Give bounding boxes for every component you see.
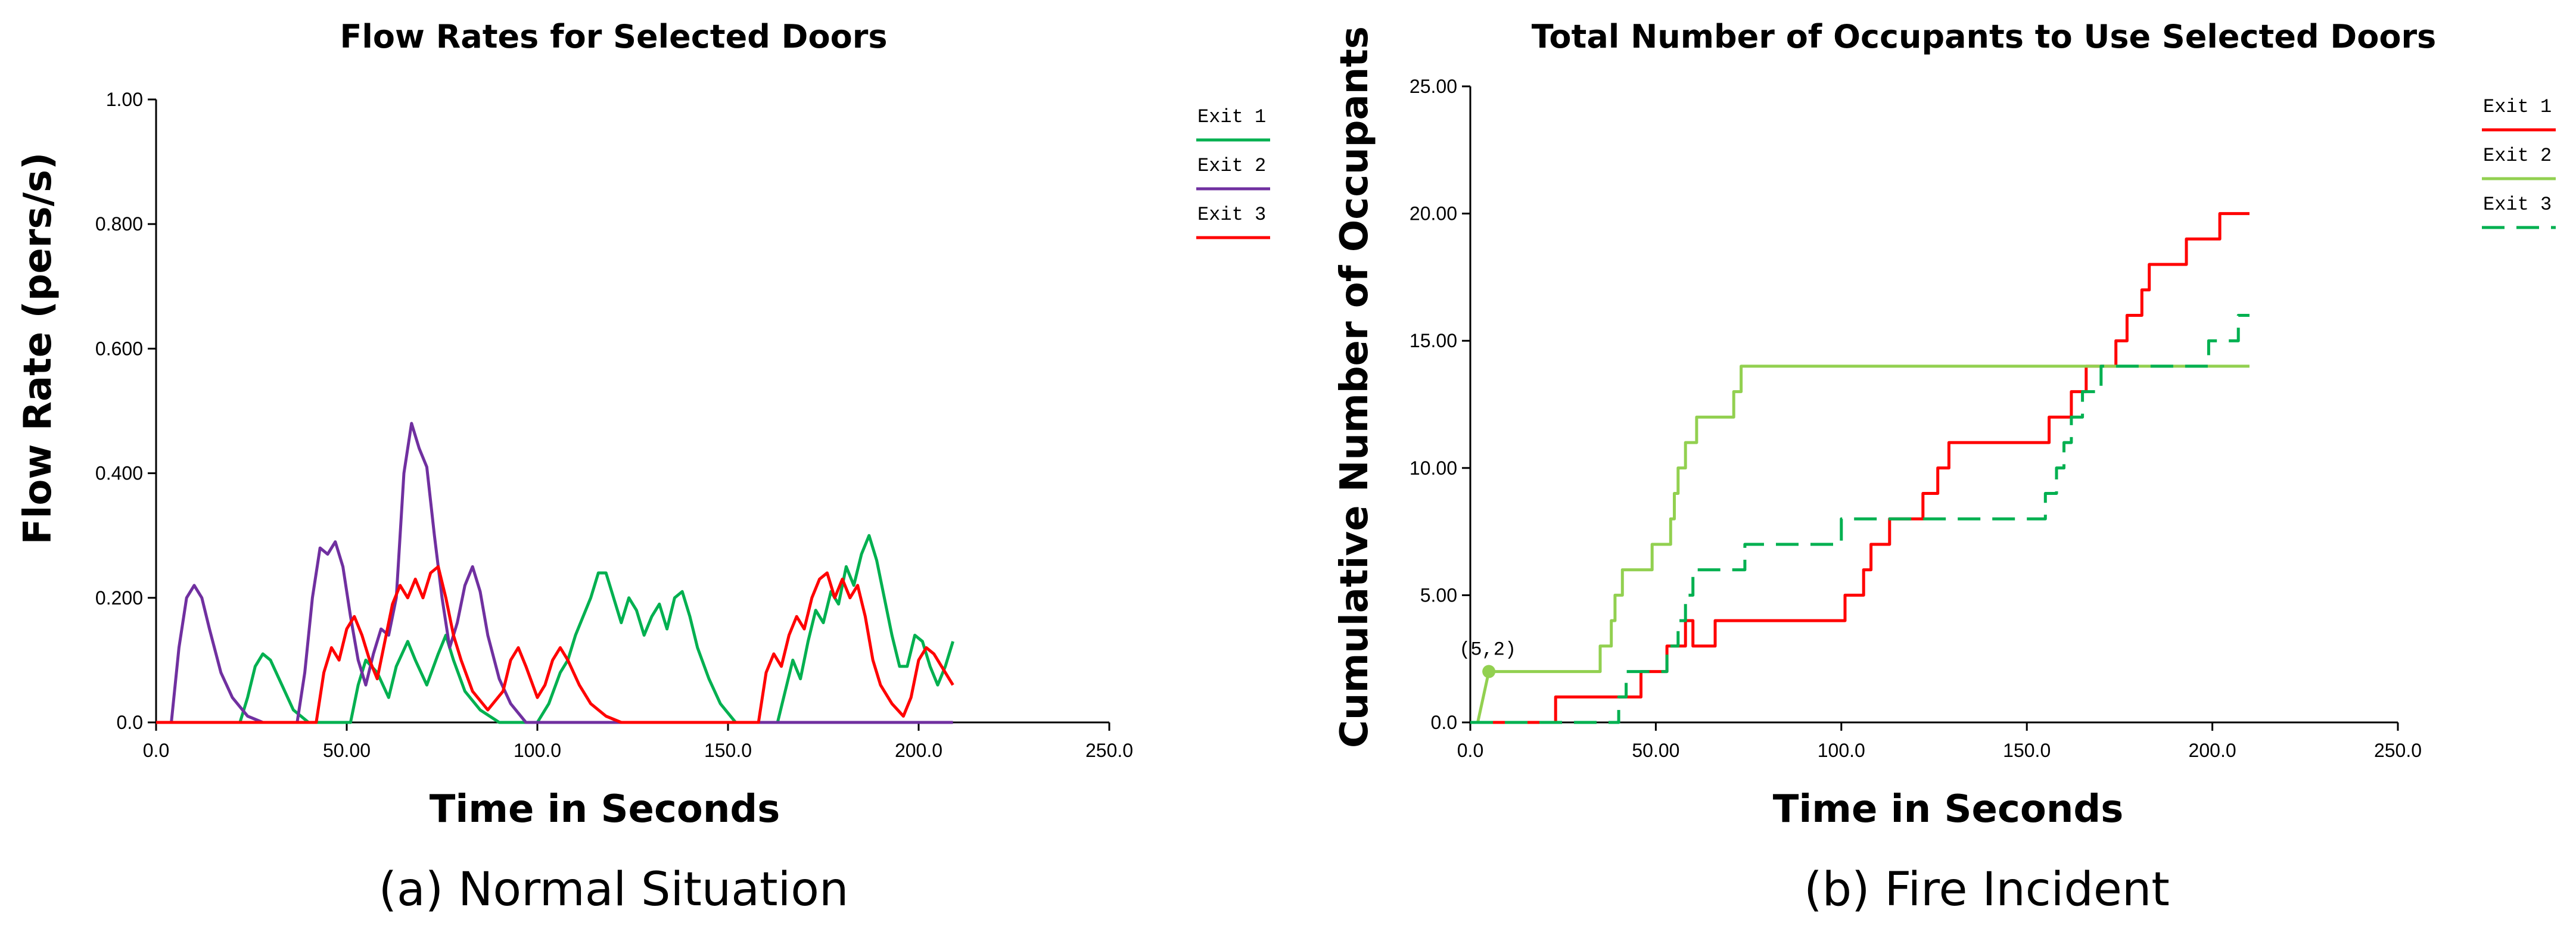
chart-title: Total Number of Occupants to Use Selecte… — [1532, 18, 2436, 55]
x-tick-label: 200.0 — [2189, 740, 2236, 761]
annotation-label: (5,2) — [1459, 639, 1516, 661]
legend-label: Exit 1 — [1197, 106, 1266, 128]
series-layer — [156, 422, 954, 724]
series-line-exit-1 — [1470, 212, 2250, 724]
legend-label: Exit 3 — [2483, 194, 2552, 216]
annotation: (5,2) — [1459, 639, 1516, 678]
y-axis-label: Cumulative Number of Occupants — [1333, 26, 1377, 748]
series-line-exit-2 — [156, 422, 953, 724]
chart-caption: (b) Fire Incident — [1804, 863, 2170, 917]
series-line-exit-3 — [156, 565, 954, 724]
chart-normal-situation: Flow Rates for Selected Doors Flow Rate … — [16, 18, 1270, 917]
y-tick-label: 0.200 — [95, 587, 143, 609]
series-line-exit-1 — [156, 534, 954, 724]
x-tick-label: 150.0 — [704, 740, 752, 761]
y-tick-label: 0.0 — [1431, 712, 1457, 733]
y-tick-label: 0.0 — [117, 712, 143, 733]
x-tick-label: 0.0 — [1457, 740, 1483, 761]
legend-label: Exit 3 — [1197, 204, 1266, 226]
series-line-exit-2 — [1470, 364, 2250, 724]
x-tick-label: 250.0 — [1085, 740, 1133, 761]
y-tick-label: 1.00 — [106, 89, 143, 110]
y-tick-label: 5.00 — [1420, 584, 1457, 606]
legend: Exit 1 Exit 2 Exit 3 — [2482, 96, 2556, 229]
series-line-exit-3 — [1470, 314, 2250, 724]
x-tick-label: 50.00 — [323, 740, 371, 761]
y-axis-label: Flow Rate (pers/s) — [16, 152, 60, 545]
y-tick-label: 0.400 — [95, 463, 143, 484]
x-tick-label: 100.0 — [1818, 740, 1865, 761]
x-tick-label: 100.0 — [514, 740, 561, 761]
y-tick-label: 15.00 — [1410, 330, 1457, 351]
y-tick-label: 0.800 — [95, 213, 143, 235]
x-axis-label: Time in Seconds — [1773, 787, 2124, 831]
legend-label: Exit 1 — [2483, 96, 2552, 118]
y-tick-label: 10.00 — [1410, 457, 1457, 479]
y-tick-label: 25.00 — [1410, 76, 1457, 97]
y-tick-label: 0.600 — [95, 338, 143, 359]
annotation-point — [1482, 665, 1496, 678]
series-layer — [1470, 212, 2250, 724]
legend: Exit 1 Exit 2 Exit 3 — [1196, 106, 1270, 239]
chart-fire-incident: Total Number of Occupants to Use Selecte… — [1333, 18, 2556, 917]
x-axis-label: Time in Seconds — [430, 787, 780, 831]
x-tick-label: 150.0 — [2003, 740, 2051, 761]
axes: 0.0 50.00 100.0 150.0 200.0 250.0 0.0 0.200 0.40… — [95, 89, 1133, 761]
chart-title: Flow Rates for Selected Doors — [340, 18, 888, 55]
x-tick-label: 200.0 — [895, 740, 942, 761]
y-tick-label: 20.00 — [1410, 203, 1457, 225]
legend-label: Exit 2 — [2483, 145, 2552, 167]
x-tick-label: 0.0 — [143, 740, 169, 761]
legend-label: Exit 2 — [1197, 155, 1266, 177]
axes: 0.0 50.00 100.0 150.0 200.0 250.0 0.0 5.00 10.00… — [1410, 76, 2422, 761]
chart-caption: (a) Normal Situation — [379, 863, 849, 917]
x-tick-label: 250.0 — [2374, 740, 2422, 761]
x-tick-label: 50.00 — [1632, 740, 1679, 761]
